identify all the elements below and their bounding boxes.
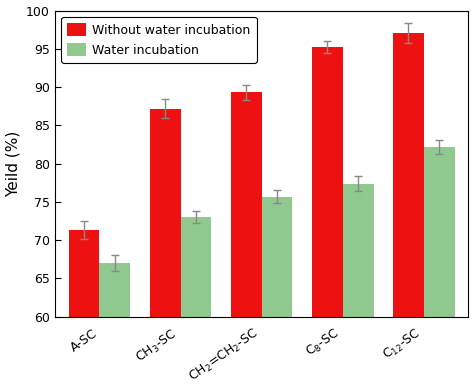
Bar: [181, 217, 211, 391]
Bar: [262, 197, 292, 391]
Bar: [231, 92, 262, 391]
Bar: [69, 230, 100, 391]
Y-axis label: Yeild (%): Yeild (%): [6, 131, 20, 197]
Legend: Without water incubation, Water incubation: Without water incubation, Water incubati…: [61, 17, 257, 63]
Bar: [312, 47, 343, 391]
Bar: [393, 33, 424, 391]
Bar: [100, 263, 130, 391]
Bar: [424, 147, 455, 391]
Bar: [150, 109, 181, 391]
Bar: [343, 183, 374, 391]
